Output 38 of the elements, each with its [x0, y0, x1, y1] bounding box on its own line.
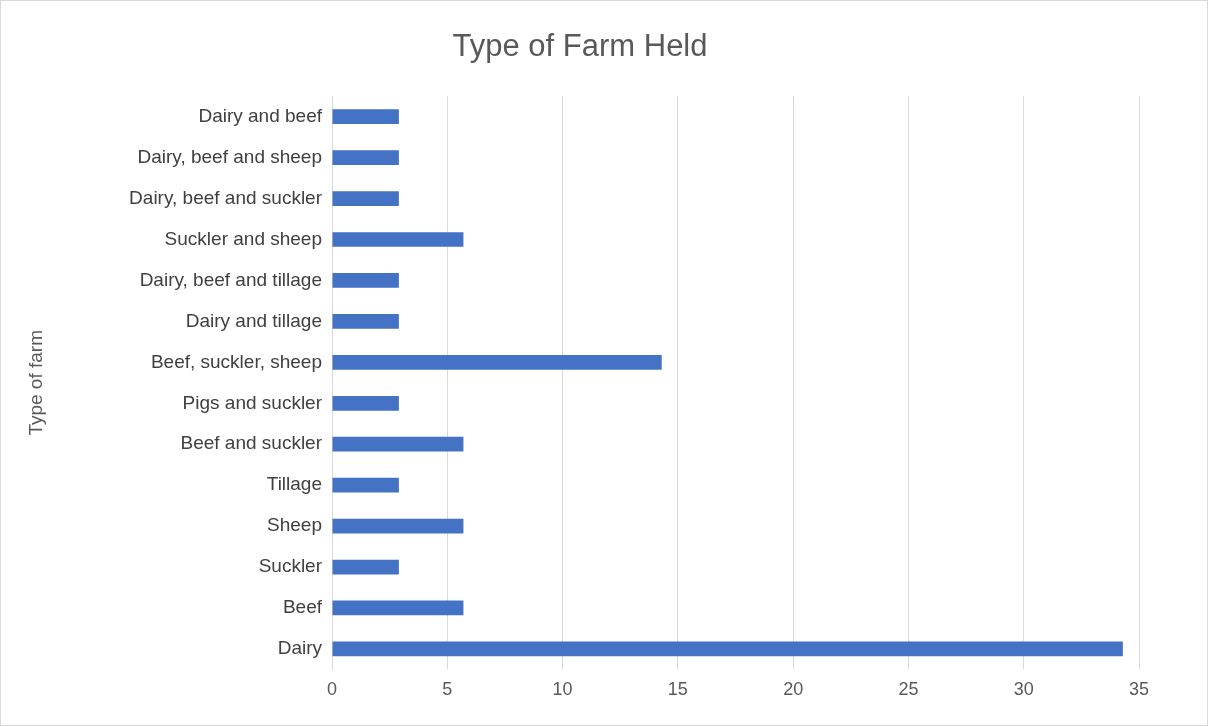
- bar: [332, 477, 399, 493]
- y-tick-label: Tillage: [266, 473, 322, 495]
- y-tick-label: Sheep: [267, 514, 322, 536]
- x-tick-label: 5: [442, 679, 453, 700]
- bar: [332, 273, 399, 288]
- x-tick-label: 25: [898, 679, 919, 700]
- y-tick-label: Dairy: [277, 637, 323, 659]
- y-tick-label: Suckler and sheep: [164, 227, 322, 249]
- y-tick-label: Dairy and tillage: [185, 309, 322, 331]
- chart-title: Type of Farm Held: [452, 28, 708, 64]
- x-tick-label: 35: [1128, 679, 1150, 700]
- bar: [332, 559, 399, 575]
- bar: [332, 314, 399, 329]
- y-axis-title: Type of farm: [24, 330, 46, 436]
- y-tick-label: Dairy, beef and suckler: [129, 186, 323, 208]
- y-tick-label: Beef and suckler: [180, 432, 323, 454]
- x-tick-label: 15: [667, 679, 688, 700]
- y-tick-label: Beef, suckler, sheep: [150, 350, 322, 372]
- y-tick-label: Beef: [282, 596, 323, 618]
- bar: [332, 191, 399, 206]
- y-tick-label: Suckler: [258, 555, 323, 577]
- bar: [332, 518, 464, 534]
- y-tick-label: Pigs and suckler: [182, 391, 323, 413]
- bar: [332, 109, 399, 125]
- y-tick-label: Dairy, beef and tillage: [139, 268, 322, 290]
- y-tick-label: Dairy and beef: [198, 104, 323, 126]
- bar: [332, 600, 464, 616]
- bar: [332, 354, 662, 370]
- bar: [332, 395, 399, 411]
- bar: [332, 150, 399, 165]
- x-tick-label: 30: [1013, 679, 1034, 700]
- bar: [332, 436, 464, 452]
- bar: [332, 641, 1123, 657]
- x-tick-label: 0: [326, 679, 338, 700]
- x-tick-label: 10: [552, 679, 573, 700]
- x-tick-label: 20: [783, 679, 804, 700]
- y-tick-label: Dairy, beef and sheep: [137, 145, 322, 167]
- bar: [332, 232, 464, 247]
